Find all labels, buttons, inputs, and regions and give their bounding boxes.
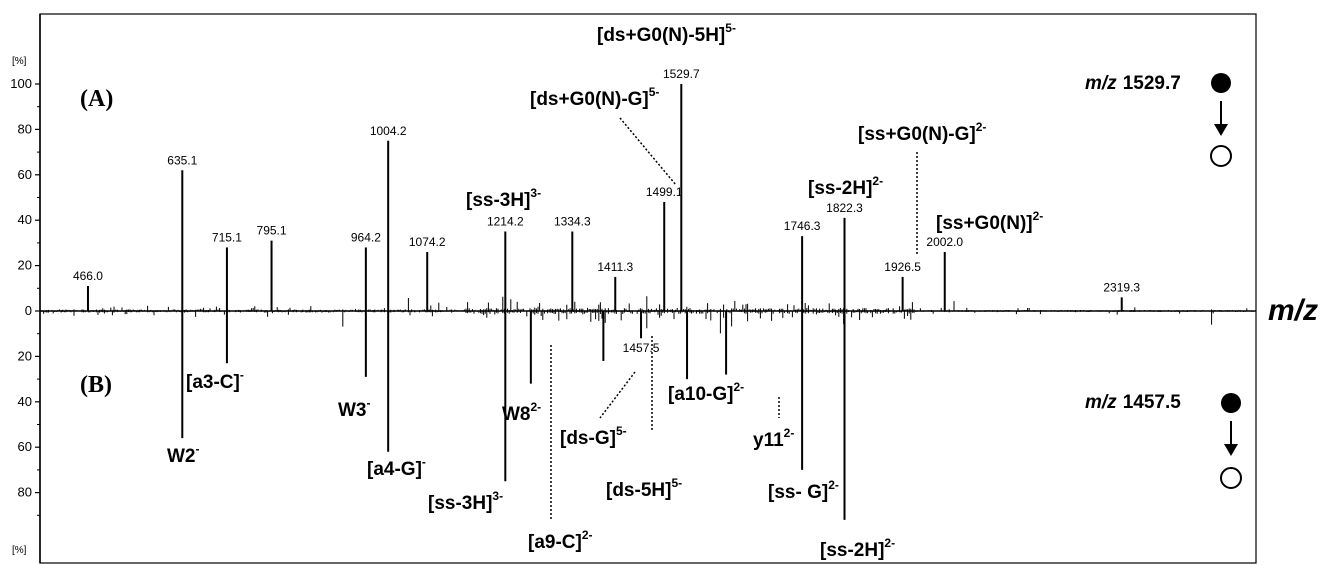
- y-tick-label-top-0: 0: [25, 303, 32, 318]
- ion-ss-2h-bottom: [ss-2H]2-: [820, 536, 895, 561]
- precursor-a: m/z 1529.7: [1085, 73, 1232, 167]
- peaks-top-peak-label-3: 795.1: [257, 224, 287, 238]
- ion-a9-c: [a9-C]2-: [528, 528, 593, 553]
- peaks-bottom-peak-label-7: 1457.5: [623, 341, 660, 355]
- ion-ss-g0n-g: [ss+G0(N)-G]2-: [858, 120, 986, 145]
- precursor-a-mz: m/z 1529.7: [1085, 73, 1181, 94]
- precursor-a-open-circle-icon: [1210, 145, 1232, 167]
- y-tick-label-top-3: 60: [18, 167, 32, 182]
- ion-ds-5h: [ds-5H]5-: [606, 476, 682, 501]
- precursor-b-open-circle-icon: [1220, 467, 1242, 489]
- peaks-top-peak-label-16: 2319.3: [1103, 280, 1140, 294]
- peaks-top-peak-label-12: 1746.3: [784, 219, 821, 233]
- ion-ss-g: [ss- G]2-: [768, 478, 839, 503]
- y-unit-top: [%]: [12, 56, 27, 67]
- peaks-bottom: 1457.5: [181, 311, 846, 520]
- peaks-top-peak-label-11: 1529.7: [663, 67, 700, 81]
- peaks-top-peak-label-8: 1334.3: [554, 215, 591, 229]
- ion-a3-c: [a3-C]-: [186, 368, 244, 393]
- noise-bottom-path: [41, 311, 1254, 334]
- noise-top: [41, 296, 1254, 311]
- precursor-b-arrowhead-icon: [1224, 444, 1238, 456]
- ion-w2: W2-: [167, 442, 200, 467]
- peaks-top-peak-label-10: 1499.1: [646, 185, 683, 199]
- panel-label-b: (B): [80, 372, 112, 398]
- ion-ss-3h-bottom: [ss-3H]3-: [428, 489, 503, 514]
- peaks-top-peak-label-13: 1822.3: [826, 201, 863, 215]
- peaks-top-peak-label-9: 1411.3: [597, 260, 633, 274]
- y-unit-bottom: [%]: [12, 545, 27, 556]
- leader-lines: [550, 117, 918, 520]
- ion-ss-g0n: [ss+G0(N)]2-: [936, 209, 1043, 234]
- ion-ss-2h-top: [ss-2H]2-: [808, 174, 883, 199]
- peaks-top-peak-label-15: 2002.0: [926, 235, 963, 249]
- noise-bottom: [41, 311, 1254, 334]
- peaks-top-peak-label-5: 1004.2: [370, 124, 407, 138]
- ion-ds-g0n-g: [ds+G0(N)-G]5-: [530, 85, 659, 110]
- y-tick-label-bottom-0: 20: [18, 348, 32, 363]
- ion-w8: W82-: [502, 400, 541, 425]
- leader-ds-g0n-g: [619, 117, 677, 186]
- peaks-top-peak-label-2: 715.1: [212, 230, 242, 244]
- panel-label-a: (A): [80, 86, 113, 112]
- precursor-a-filled-circle-icon: [1211, 73, 1231, 93]
- peaks-top-peak-label-0: 466.0: [73, 269, 103, 283]
- y-tick-label-top-1: 20: [18, 258, 32, 273]
- precursor-a-arrowhead-icon: [1214, 124, 1228, 136]
- peaks-top-peak-label-4: 964.2: [351, 230, 381, 244]
- peaks-top-peak-label-6: 1074.2: [409, 235, 446, 249]
- y-tick-label-top-4: 80: [18, 121, 32, 136]
- ion-ds-g: [ds-G]5-: [560, 424, 627, 449]
- ion-ds-g0n-5h: [ds+G0(N)-5H]5-: [597, 21, 736, 46]
- peaks-top-peak-label-1: 635.1: [167, 153, 197, 167]
- noise-top-path: [41, 296, 1254, 311]
- precursor-b: m/z 1457.5: [1085, 392, 1242, 489]
- y-tick-label-bottom-2: 60: [18, 439, 32, 454]
- peaks-top-peak-label-7: 1214.2: [487, 215, 524, 229]
- precursor-b-filled-circle-icon: [1221, 393, 1241, 413]
- ion-w3: W3-: [338, 396, 371, 421]
- precursor-b-mz: m/z 1457.5: [1085, 392, 1181, 413]
- ion-a4-g: [a4-G]-: [367, 455, 426, 480]
- y-tick-label-top-5: 100: [10, 76, 32, 91]
- x-axis-title: m/z: [1268, 294, 1318, 327]
- peaks-top: 466.0 635.1 715.1 795.1 964.2 1004.2 1074.2 121…: [73, 67, 1140, 311]
- y-tick-label-top-2: 40: [18, 212, 32, 227]
- ion-y11: y112-: [753, 426, 794, 451]
- ion-a10-g: [a10-G]2-: [668, 380, 744, 405]
- y-tick-label-bottom-3: 80: [18, 485, 32, 500]
- leader-ds-g: [599, 371, 636, 419]
- y-ticks: 0 20 40 60 80 100 20 40 60 80: [10, 76, 40, 516]
- ion-ss-3h-top: [ss-3H]3-: [466, 186, 541, 211]
- y-tick-label-bottom-1: 40: [18, 394, 32, 409]
- peaks-top-peak-label-14: 1926.5: [884, 260, 921, 274]
